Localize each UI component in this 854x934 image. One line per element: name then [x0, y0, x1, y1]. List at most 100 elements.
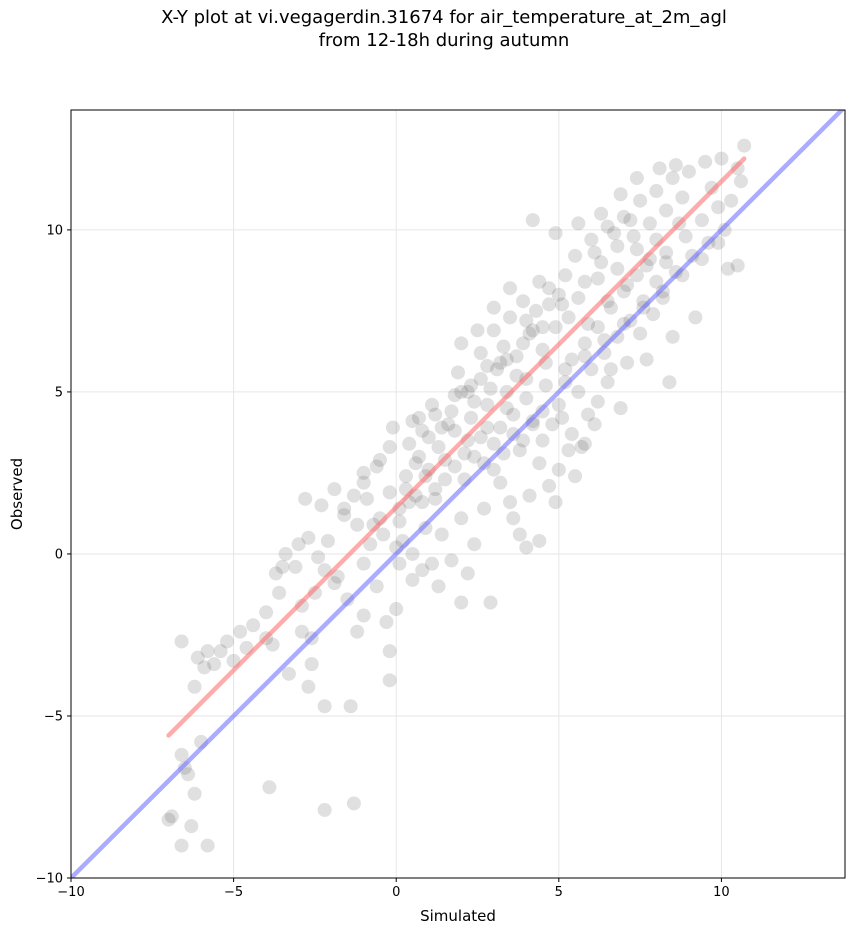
data-point [418, 521, 433, 536]
data-point [431, 579, 446, 594]
data-point [529, 303, 544, 318]
data-point [688, 310, 703, 325]
data-point [454, 336, 469, 351]
data-point [402, 436, 417, 451]
data-point [431, 440, 446, 455]
data-point [405, 546, 420, 561]
grid [70, 110, 845, 879]
data-point [594, 206, 609, 221]
data-point [659, 203, 674, 218]
data-point [483, 595, 498, 610]
data-point [369, 579, 384, 594]
y-tick-label: −10 [36, 872, 63, 887]
data-point [382, 644, 397, 659]
data-point [392, 514, 407, 529]
data-point [457, 446, 472, 461]
data-point [503, 310, 518, 325]
data-point [382, 673, 397, 688]
data-point [603, 362, 618, 377]
data-point [460, 566, 475, 581]
plot-frame [70, 109, 846, 879]
data-point [512, 443, 527, 458]
data-point [447, 388, 462, 403]
data-point [346, 488, 361, 503]
reference-lines [71, 110, 845, 878]
x-axis-label: Simulated [420, 907, 496, 925]
data-point [535, 404, 550, 419]
data-point [616, 316, 631, 331]
data-point [483, 381, 498, 396]
data-point [164, 809, 179, 824]
data-point [405, 572, 420, 587]
data-point [415, 495, 430, 510]
data-point [480, 397, 495, 412]
data-point [655, 284, 670, 299]
data-point [564, 427, 579, 442]
data-point [613, 401, 628, 416]
data-point [561, 443, 576, 458]
data-point [525, 213, 540, 228]
data-point [301, 530, 316, 545]
data-point [561, 310, 576, 325]
data-point [480, 420, 495, 435]
data-point [525, 414, 540, 429]
data-point [408, 456, 423, 471]
data-point [516, 433, 531, 448]
data-point [272, 585, 287, 600]
data-point [346, 796, 361, 811]
data-point [590, 320, 605, 335]
data-point [187, 679, 202, 694]
data-point [626, 229, 641, 244]
data-point [340, 592, 355, 607]
data-point [542, 281, 557, 296]
data-point [720, 261, 735, 276]
data-point [506, 407, 521, 422]
data-point [730, 161, 745, 176]
x-tick-label: 0 [392, 885, 400, 900]
data-point [535, 342, 550, 357]
data-point [447, 459, 462, 474]
data-point [317, 802, 332, 817]
data-point [486, 300, 501, 315]
data-point [587, 417, 602, 432]
data-point [659, 245, 674, 260]
data-point [363, 537, 378, 552]
data-point [590, 271, 605, 286]
data-point [184, 819, 199, 834]
data-point [473, 346, 488, 361]
regression-line [166, 156, 747, 738]
data-point [428, 491, 443, 506]
data-point [564, 352, 579, 367]
data-point [629, 242, 644, 257]
identity-line [71, 110, 845, 878]
data-point [327, 576, 342, 591]
data-point [447, 423, 462, 438]
data-point [542, 297, 557, 312]
data-point [516, 294, 531, 309]
x-tick-label: −5 [224, 885, 243, 900]
data-point [610, 239, 625, 254]
data-point [356, 465, 371, 480]
data-point [262, 780, 277, 795]
data-point [480, 359, 495, 373]
data-point [558, 268, 573, 283]
data-point [659, 255, 674, 270]
data-point [665, 329, 680, 344]
chart-title: X-Y plot at vi.vegagerdin.31674 for air_… [161, 7, 727, 28]
data-point [161, 812, 176, 827]
data-point [389, 602, 404, 617]
data-point [642, 216, 657, 231]
data-point [304, 657, 319, 672]
data-point [200, 838, 215, 853]
data-point [548, 320, 563, 335]
data-point [733, 174, 748, 189]
data-point [398, 469, 413, 484]
data-point [571, 384, 586, 399]
data-point [301, 679, 316, 694]
data-point [490, 362, 505, 377]
data-point [568, 469, 583, 484]
data-point [385, 420, 400, 435]
data-point [486, 323, 501, 338]
data-point [376, 527, 391, 542]
data-point [317, 699, 332, 714]
